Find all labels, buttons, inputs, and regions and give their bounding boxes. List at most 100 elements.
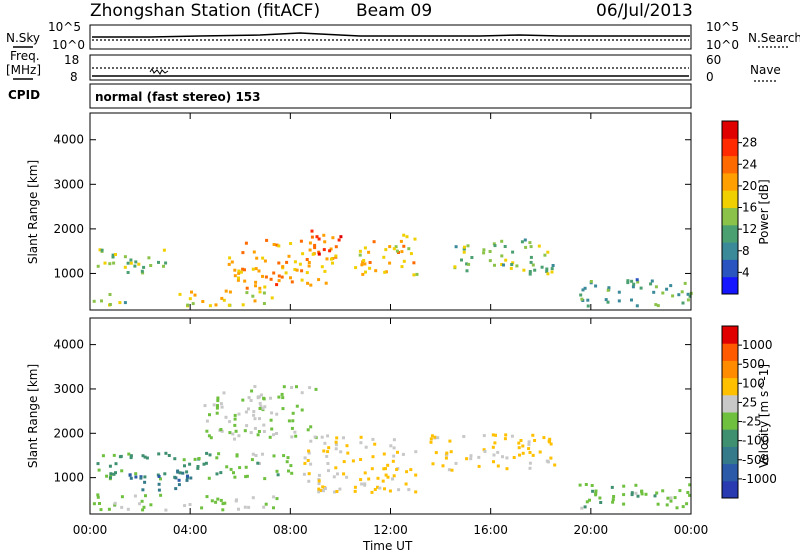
echo-cell xyxy=(108,262,112,266)
echo-cell xyxy=(436,436,440,440)
echo-cell xyxy=(309,439,313,443)
echo-cell xyxy=(250,458,254,462)
echo-cell xyxy=(334,443,338,447)
echo-cell xyxy=(594,489,598,493)
echo-cell xyxy=(252,413,256,417)
echo-cell xyxy=(606,300,610,304)
echo-cell xyxy=(126,271,130,274)
echo-cell xyxy=(272,243,276,246)
echo-cell xyxy=(216,396,220,400)
echo-cell xyxy=(612,495,616,498)
echo-cell xyxy=(277,261,281,265)
echo-cell xyxy=(163,472,167,476)
echo-cell xyxy=(368,261,372,264)
echo-cell xyxy=(353,485,357,489)
y-tick-label: 1000 xyxy=(53,266,84,280)
echo-cell xyxy=(257,269,261,273)
echo-cell xyxy=(631,285,635,289)
echo-cell xyxy=(412,261,416,265)
echo-cell xyxy=(652,290,656,294)
echo-cell xyxy=(334,466,338,470)
echo-cell xyxy=(230,260,234,264)
echo-cell xyxy=(583,286,587,290)
echo-cell xyxy=(326,434,330,438)
y-tick-label: 3000 xyxy=(53,382,84,396)
echo-cell xyxy=(249,399,253,402)
echo-cell xyxy=(100,248,104,252)
echo-cell xyxy=(470,256,474,259)
echo-cell xyxy=(291,411,295,415)
echo-cell xyxy=(591,489,595,493)
echo-cell xyxy=(265,238,269,242)
echo-cell xyxy=(99,508,103,512)
echo-cell xyxy=(317,237,321,241)
echo-cell xyxy=(511,261,515,265)
echo-cell xyxy=(129,258,133,262)
echo-cell xyxy=(338,487,342,491)
velocity-colorbar-label: Velocity [m s^-1] xyxy=(757,364,771,468)
time-axis: 00:00 04:00 08:00 12:00 16:00 20:00 00:00 xyxy=(73,113,709,537)
echo-cell xyxy=(233,268,237,272)
echo-cell xyxy=(588,498,591,502)
echo-cell xyxy=(134,475,138,479)
colorbar-swatch xyxy=(722,326,738,344)
echo-cell xyxy=(258,407,262,410)
echo-cell xyxy=(212,403,216,407)
x-tick-label: 00:00 xyxy=(674,523,709,537)
echo-cell xyxy=(149,503,153,507)
echo-cell xyxy=(237,271,241,275)
echo-cell xyxy=(634,483,638,487)
echo-cell xyxy=(444,456,448,460)
echo-cell xyxy=(503,245,507,248)
echo-cell xyxy=(529,255,533,259)
y-tick-label: 2000 xyxy=(53,426,84,440)
echo-cell xyxy=(263,259,267,263)
echo-cell xyxy=(290,426,294,430)
echo-cell xyxy=(537,244,541,248)
echo-cell xyxy=(290,280,294,284)
echo-cell xyxy=(183,464,186,468)
echo-cell xyxy=(317,479,321,483)
echo-cell xyxy=(371,437,375,441)
echo-cell xyxy=(157,475,161,478)
date-title: 06/Jul/2013 xyxy=(596,1,693,21)
x-tick-label: 16:00 xyxy=(473,523,508,537)
colorbar-tick-label: 25 xyxy=(742,395,757,409)
echo-cell xyxy=(219,498,223,502)
echo-cell xyxy=(378,486,382,490)
freq-tick-top: 18 xyxy=(64,53,79,67)
echo-cell xyxy=(123,255,127,259)
echo-cell xyxy=(96,493,100,497)
echo-cell xyxy=(245,291,249,295)
echo-cell xyxy=(324,281,328,285)
echo-cell xyxy=(228,431,232,435)
echo-cell xyxy=(252,410,256,413)
echo-cell xyxy=(429,440,433,444)
echo-cell xyxy=(235,498,238,502)
echo-cell xyxy=(277,395,281,399)
echo-cell xyxy=(359,441,363,445)
echo-cell xyxy=(610,485,614,489)
echo-cell xyxy=(219,402,223,406)
echo-cell xyxy=(289,464,293,468)
echo-cell xyxy=(269,418,273,422)
echo-cell xyxy=(295,404,299,408)
echo-cell xyxy=(233,417,237,421)
echo-cell xyxy=(681,301,685,305)
echo-cell xyxy=(391,477,394,481)
echo-cell xyxy=(607,286,611,290)
echo-cell xyxy=(277,244,281,248)
echo-cell xyxy=(462,250,466,254)
echo-cell xyxy=(238,466,242,470)
echo-cell xyxy=(245,424,249,428)
power-colorbar-label: Power [dB] xyxy=(757,179,771,244)
echo-cell xyxy=(215,472,219,476)
echo-cell xyxy=(686,491,690,494)
nsky-label: N.Sky xyxy=(6,31,40,45)
echo-cell xyxy=(111,255,115,259)
echo-cell xyxy=(182,458,186,462)
echo-cell xyxy=(450,468,454,472)
echo-cell xyxy=(237,269,241,273)
echo-cell xyxy=(518,453,521,457)
echo-cell xyxy=(384,467,387,471)
